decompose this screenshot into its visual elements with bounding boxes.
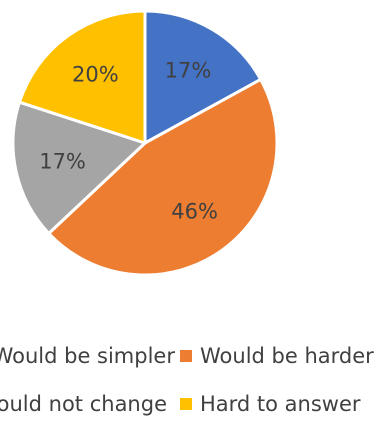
pie-data-labels: 17% 46% 17% 20% [39,58,218,223]
legend-marker-4 [180,398,192,410]
legend-item-4: Hard to answer [180,392,361,416]
legend-label-1: Would be simpler [0,344,175,368]
data-label-4: 20% [72,63,119,87]
legend-item-3: Would not change [0,392,167,416]
pie-slice-3 [11,100,147,235]
pie-slice-4 [17,9,147,145]
pie-slice-2 [47,77,279,277]
legend-marker-2 [180,350,192,362]
legend-item-2: Would be harder [180,344,374,368]
pie-slice-1 [143,9,263,145]
data-label-3: 17% [39,149,86,173]
legend-item-1: Would be simpler [0,344,175,368]
data-label-1: 17% [165,58,212,82]
data-label-2: 46% [171,199,218,223]
legend-label-2: Would be harder [200,344,374,368]
legend-label-4: Hard to answer [200,392,361,416]
legend: Would be simpler Would be harder Would not… [0,344,374,416]
pie-slices [11,9,279,277]
legend-label-3: Would not change [0,392,167,416]
